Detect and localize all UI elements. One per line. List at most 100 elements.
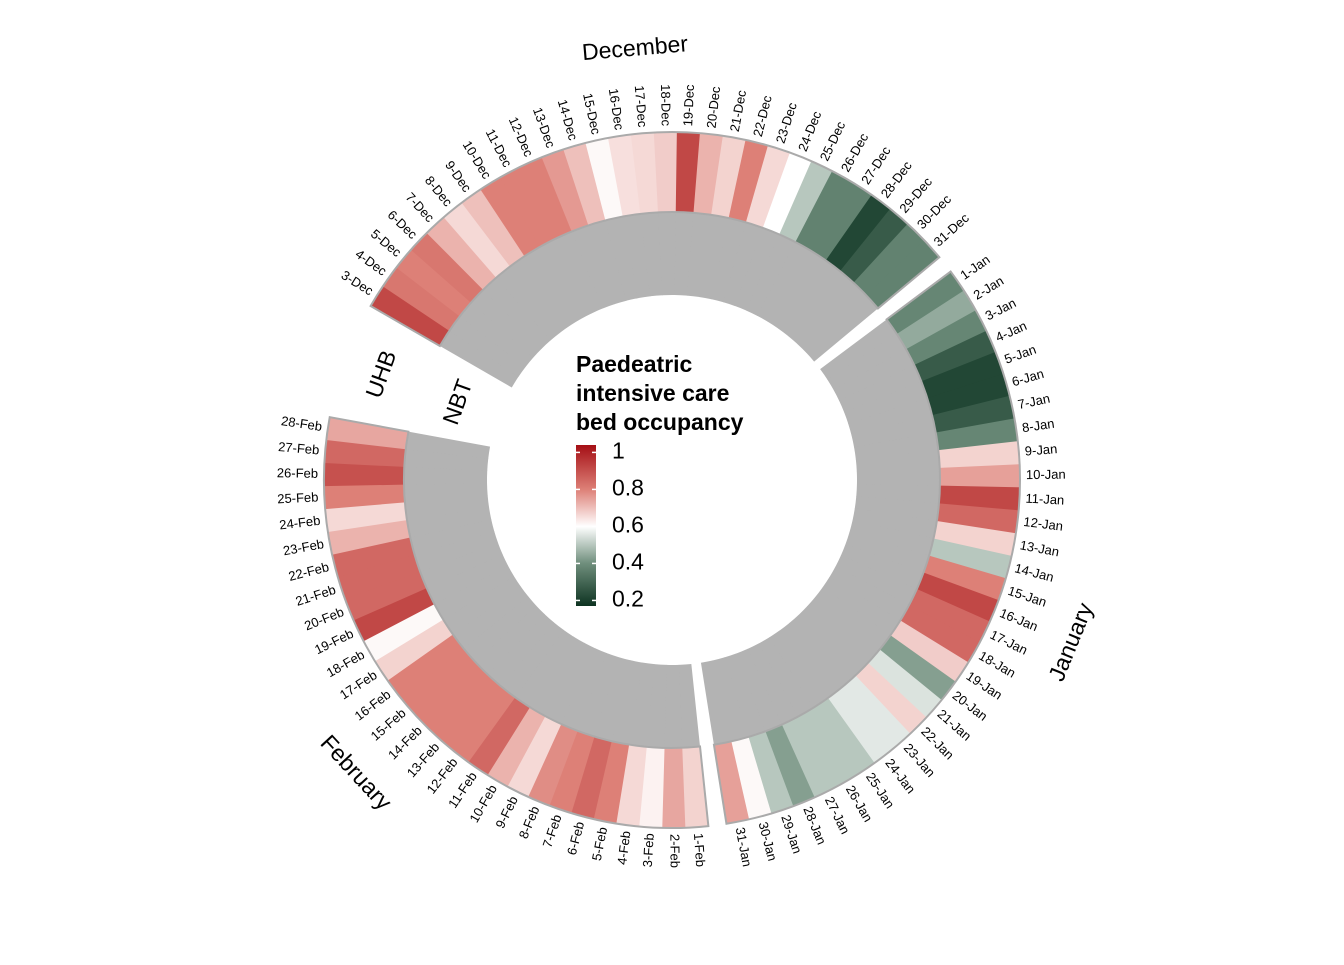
heat-cell bbox=[605, 216, 639, 301]
heat-cell bbox=[829, 566, 910, 622]
heat-cell bbox=[611, 660, 643, 745]
heat-cell bbox=[646, 664, 667, 748]
heat-cell bbox=[325, 501, 408, 533]
day-label: 24-Dec bbox=[795, 109, 825, 154]
heat-cell bbox=[461, 188, 526, 267]
heat-cell bbox=[678, 663, 701, 748]
heat-cell bbox=[916, 572, 999, 623]
heat-cell bbox=[839, 208, 909, 284]
heat-cell bbox=[747, 731, 794, 814]
heat-cell bbox=[548, 730, 595, 814]
heat-cell bbox=[927, 373, 1010, 416]
heat-cell bbox=[686, 212, 712, 298]
heat-cell bbox=[764, 724, 815, 807]
day-label: 2-Jan bbox=[971, 273, 1007, 303]
heat-cell bbox=[879, 635, 956, 701]
day-label: 2-Feb bbox=[667, 834, 682, 868]
day-label: 15-Jan bbox=[1006, 583, 1048, 610]
heat-cell bbox=[886, 271, 965, 335]
heat-cell bbox=[833, 349, 915, 402]
heat-cell bbox=[812, 697, 875, 777]
heat-cell bbox=[908, 589, 990, 644]
heat-cell bbox=[500, 622, 564, 698]
heat-cell bbox=[414, 531, 499, 572]
day-label: 31-Jan bbox=[733, 826, 755, 868]
heat-cell bbox=[560, 648, 607, 731]
track-border bbox=[369, 131, 941, 348]
heat-cell bbox=[404, 448, 489, 471]
heat-cell bbox=[713, 741, 750, 824]
heat-cell bbox=[700, 660, 732, 745]
heat-cell bbox=[405, 431, 491, 459]
heat-cell bbox=[722, 222, 764, 307]
legend-title: bed occupancy bbox=[576, 409, 744, 435]
heat-cell bbox=[730, 736, 772, 820]
heat-cell bbox=[711, 135, 747, 219]
heat-cell bbox=[822, 576, 901, 636]
heat-cell bbox=[555, 231, 604, 314]
heat-cell bbox=[592, 740, 630, 824]
heat-cell bbox=[487, 614, 555, 687]
day-label: 23-Feb bbox=[282, 536, 325, 558]
day-label: 9-Feb bbox=[492, 794, 520, 831]
day-label: 13-Dec bbox=[530, 105, 559, 150]
heat-cell bbox=[509, 255, 571, 333]
heat-cell bbox=[933, 521, 1016, 557]
heat-cell bbox=[845, 532, 930, 574]
day-label: 15-Dec bbox=[580, 92, 604, 137]
heat-cell bbox=[866, 240, 940, 309]
heat-cell bbox=[938, 441, 1020, 469]
heat-cell bbox=[571, 225, 615, 309]
heat-cell bbox=[570, 736, 612, 820]
day-label: 3-Feb bbox=[640, 833, 657, 868]
day-label: 16-Dec bbox=[606, 87, 627, 131]
day-label: 16-Jan bbox=[998, 605, 1040, 634]
heat-cell bbox=[486, 706, 546, 787]
heat-cell bbox=[932, 395, 1015, 434]
heat-cell bbox=[324, 439, 406, 467]
day-label: 10-Jan bbox=[1026, 467, 1066, 482]
heat-cell bbox=[848, 398, 933, 436]
heat-cell bbox=[674, 212, 695, 296]
heat-cell bbox=[921, 351, 1004, 399]
heat-cell bbox=[844, 381, 928, 424]
heat-cell bbox=[432, 674, 502, 749]
heat-cell bbox=[815, 587, 891, 650]
heat-cell bbox=[778, 260, 841, 337]
heat-cell bbox=[615, 744, 647, 827]
heat-cell bbox=[758, 637, 814, 717]
heat-cell bbox=[459, 302, 534, 368]
day-label: 29-Jan bbox=[778, 813, 805, 855]
heat-cell bbox=[506, 715, 562, 797]
day-label: 14-Jan bbox=[1013, 560, 1055, 584]
heat-cell bbox=[867, 649, 942, 719]
heat-cell bbox=[607, 134, 641, 217]
heat-cell bbox=[628, 662, 655, 747]
heat-cell bbox=[797, 707, 856, 788]
day-label: 24-Feb bbox=[278, 513, 321, 533]
heat-cell bbox=[693, 133, 724, 215]
day-label: 27-Feb bbox=[278, 439, 320, 457]
heat-cell bbox=[914, 330, 996, 382]
heat-cell bbox=[825, 194, 891, 272]
heat-cell bbox=[344, 571, 427, 621]
colorbar-tick-label: 0.4 bbox=[612, 549, 644, 575]
day-label: 19-Dec bbox=[680, 84, 697, 127]
day-label: 18-Dec bbox=[658, 84, 674, 127]
day-label: 21-Feb bbox=[294, 582, 338, 609]
heat-cell bbox=[923, 555, 1006, 602]
heat-cell bbox=[434, 565, 515, 620]
heat-cell bbox=[762, 152, 813, 235]
heat-cell bbox=[396, 249, 472, 317]
heat-cell bbox=[899, 604, 980, 664]
heat-cell bbox=[840, 543, 924, 590]
heat-cell bbox=[585, 137, 624, 221]
colorbar bbox=[576, 445, 596, 606]
heat-cell bbox=[577, 653, 619, 737]
heat-cell bbox=[404, 494, 490, 521]
heat-cell bbox=[370, 285, 450, 346]
month-label: February bbox=[316, 730, 398, 816]
heat-cell bbox=[474, 605, 545, 675]
heat-cell bbox=[449, 686, 516, 763]
